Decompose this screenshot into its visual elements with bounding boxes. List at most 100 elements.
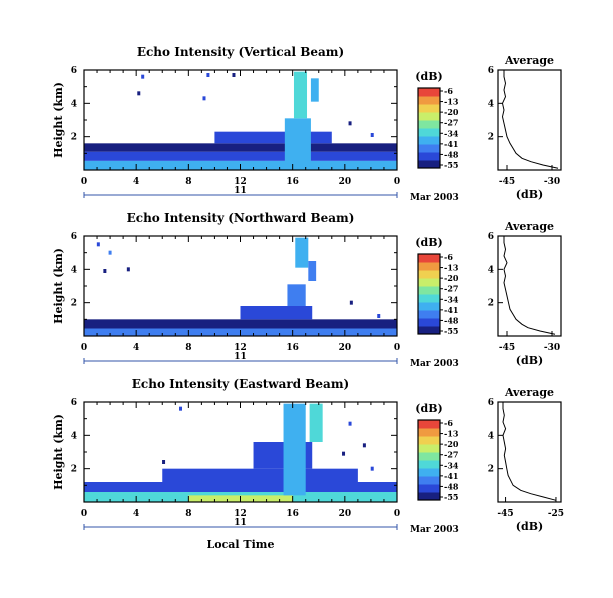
chart-title: Echo Intensity (Vertical Beam) xyxy=(137,45,344,59)
heatmap-layer-3 xyxy=(287,284,306,306)
heatmap-speck-4 xyxy=(232,73,236,77)
heatmap-speck-3 xyxy=(202,96,206,101)
x-tick-label: 16 xyxy=(286,509,299,519)
x-tick-label: 4 xyxy=(133,509,139,519)
colorbar-swatch xyxy=(418,460,440,469)
colorbar-frame xyxy=(417,419,441,501)
heatmap-speck-5 xyxy=(377,314,381,318)
x-tick-label: 8 xyxy=(185,343,191,353)
heatmap-layer-1 xyxy=(84,151,397,161)
colorbar-swatch xyxy=(418,294,440,303)
chart-title: Echo Intensity (Eastward Beam) xyxy=(132,377,349,391)
date-label: Mar 2003 xyxy=(410,193,459,203)
colorbar-tick-label: -13 xyxy=(444,263,459,273)
y-tick-label: 2 xyxy=(71,299,77,309)
heatmap-speck-0 xyxy=(96,242,100,247)
day-label: 11 xyxy=(234,518,247,528)
x-tick-label: 0 xyxy=(81,343,87,353)
heatmap-speck-4 xyxy=(349,300,353,305)
y-axis-label: Height (km) xyxy=(52,82,65,158)
x-tick-label: 8 xyxy=(185,509,191,519)
profile-frame xyxy=(497,401,562,503)
y-tick-label: 6 xyxy=(71,398,77,408)
heatmap-layer-6 xyxy=(310,78,319,102)
y-tick-label: 4 xyxy=(71,431,77,441)
y-tick-label: 6 xyxy=(71,66,77,76)
profile-title: Average xyxy=(504,220,554,233)
colorbar-unit: (dB) xyxy=(415,70,442,83)
x-tick-label: 0 xyxy=(394,177,400,187)
heatmap-speck-5 xyxy=(348,121,352,126)
profile-y-tick-label: 4 xyxy=(488,265,494,275)
colorbar-tick-label: -6 xyxy=(444,418,453,428)
profile-line xyxy=(502,402,557,501)
profile-y-tick-label: 4 xyxy=(488,99,494,109)
y-tick-label: 4 xyxy=(71,265,77,275)
colorbar-swatch xyxy=(418,444,440,453)
profile-x-label: (dB) xyxy=(516,520,543,533)
colorbar-swatch xyxy=(418,144,440,153)
heatmap-layer-5 xyxy=(293,71,308,119)
profile-x-label: (dB) xyxy=(516,188,543,201)
colorbar-frame xyxy=(417,253,441,335)
heatmap-layer-3 xyxy=(162,468,358,482)
panel-2: Echo Intensity (Eastward Beam) 0 4 8 12 16 20 0… xyxy=(52,377,564,551)
x-tick-label: 0 xyxy=(81,509,87,519)
colorbar-swatch xyxy=(418,436,440,445)
date-label: Mar 2003 xyxy=(410,359,459,369)
colorbar-swatch xyxy=(418,310,440,319)
colorbar-swatch xyxy=(418,96,440,105)
heatmap-layer-6 xyxy=(309,403,323,442)
profile-x-tick-label: -45 xyxy=(497,509,513,519)
colorbar-swatch xyxy=(418,112,440,121)
heatmap-layer-2 xyxy=(84,482,397,492)
colorbar-swatch xyxy=(418,136,440,145)
colorbar-tick-label: -20 xyxy=(444,273,459,283)
profile-y-tick-label: 6 xyxy=(488,66,494,76)
x-tick-label: 16 xyxy=(286,343,299,353)
heatmap-layer-3 xyxy=(214,131,332,144)
x-tick-label: 8 xyxy=(185,177,191,187)
colorbar-tick-label: -41 xyxy=(444,471,458,481)
profile-title: Average xyxy=(504,54,554,67)
profile-y-tick-label: 4 xyxy=(488,431,494,441)
colorbar-swatch xyxy=(418,152,440,161)
x-tick-label: 0 xyxy=(394,343,400,353)
y-tick-label: 2 xyxy=(71,133,77,143)
colorbar-swatch xyxy=(418,262,440,271)
heatmap-layer-2 xyxy=(240,306,313,320)
colorbar-tick-label: -48 xyxy=(444,149,459,159)
colorbar-tick-label: -13 xyxy=(444,97,459,107)
profile-frame xyxy=(497,69,562,171)
heatmap-speck-1 xyxy=(137,91,141,96)
colorbar-swatch xyxy=(418,160,440,169)
heatmap-layer-1 xyxy=(84,319,397,329)
profile-y-tick-label: 6 xyxy=(488,232,494,242)
profile-frame xyxy=(497,235,562,337)
profile-line xyxy=(501,70,559,169)
heatmap-speck-1 xyxy=(162,460,166,464)
heatmap-speck-3 xyxy=(342,451,346,456)
x-axis-label: Local Time xyxy=(207,538,275,551)
panel-0: Echo Intensity (Vertical Beam) 0 4 8 12 16 20 0… xyxy=(52,45,562,203)
profile-x-tick-label: -25 xyxy=(548,509,564,519)
colorbar-swatch xyxy=(418,270,440,279)
day-label: 11 xyxy=(234,186,247,196)
heatmap-speck-2 xyxy=(348,421,352,426)
colorbar-tick-label: -55 xyxy=(444,492,458,502)
colorbar-tick-label: -48 xyxy=(444,481,459,491)
x-tick-label: 12 xyxy=(234,509,247,519)
y-tick-label: 4 xyxy=(71,99,77,109)
date-label: Mar 2003 xyxy=(410,525,459,535)
profile-x-tick-label: -45 xyxy=(499,177,515,187)
colorbar-swatch xyxy=(418,428,440,437)
colorbar-swatch xyxy=(418,326,440,335)
colorbar-swatch xyxy=(418,104,440,113)
colorbar-tick-label: -20 xyxy=(444,439,459,449)
colorbar-tick-label: -55 xyxy=(444,326,458,336)
colorbar-frame xyxy=(417,87,441,169)
colorbar-tick-label: -41 xyxy=(444,139,458,149)
heatmap-layer-4 xyxy=(284,118,311,165)
heatmap-cells xyxy=(84,71,397,170)
